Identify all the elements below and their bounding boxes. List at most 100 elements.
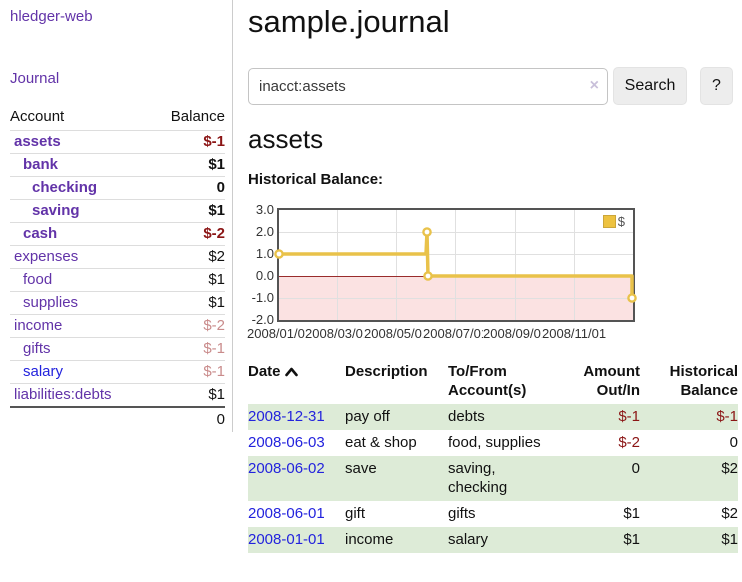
transaction-description: pay off xyxy=(345,408,390,425)
register-col-amt[interactable]: Amount Out/In xyxy=(583,363,640,399)
register-header: Date Description To/From Account(s) Amount … xyxy=(248,360,738,404)
sidebar-accounts-body: assets $-1 bank $1 checking 0 saving $1 cash $-2 e… xyxy=(10,130,225,407)
sidebar-account-link[interactable]: bank xyxy=(23,156,59,173)
transaction-balance: $1 xyxy=(721,531,738,548)
balance-series xyxy=(274,227,637,303)
register-table: Date Description To/From Account(s) Amount … xyxy=(248,360,738,553)
data-point-marker xyxy=(627,293,637,303)
sidebar-account-balance: $1 xyxy=(150,153,225,177)
account-heading: assets xyxy=(248,124,324,154)
legend-label: $ xyxy=(617,214,625,229)
x-axis-tick-label: 2008/09/01 xyxy=(483,326,549,341)
transaction-date-link[interactable]: 2008-12-31 xyxy=(248,408,325,425)
sidebar-account-row: salary $-1 xyxy=(10,360,225,384)
gridline-vertical xyxy=(396,210,398,320)
y-axis-tick-label: -1.0 xyxy=(251,290,274,305)
chart-legend: $ xyxy=(602,214,625,229)
legend-swatch-icon xyxy=(602,215,616,228)
accounts-col-balance: Balance xyxy=(170,108,225,125)
sidebar-account-balance: $-1 xyxy=(150,360,225,384)
gridline-horizontal xyxy=(279,232,633,233)
sidebar-account-link[interactable]: supplies xyxy=(23,294,79,311)
transaction-balance: $-1 xyxy=(716,408,738,425)
sidebar-account-link[interactable]: assets xyxy=(14,133,61,150)
sidebar-account-balance: 0 xyxy=(150,176,225,200)
y-axis-tick-label: -2.0 xyxy=(251,312,274,327)
sidebar-account-balance: $-1 xyxy=(150,130,225,154)
register-col-acct[interactable]: To/From Account(s) xyxy=(448,363,527,399)
register-row: 2008-12-31 pay off debts $-1 $-1 xyxy=(248,404,738,430)
page-title: sample.journal xyxy=(248,4,450,39)
transaction-date-link[interactable]: 2008-06-03 xyxy=(248,434,325,451)
sidebar-account-balance: $1 xyxy=(150,291,225,315)
data-point-marker xyxy=(422,227,432,237)
transaction-balance: $2 xyxy=(721,505,738,522)
transaction-accounts: saving, checking xyxy=(448,460,508,496)
y-axis-tick-label: 3.0 xyxy=(255,202,274,217)
main-content: sample.journal × Search ? assets Histori… xyxy=(247,0,742,582)
sidebar-account-row: food $1 xyxy=(10,268,225,292)
sidebar-account-balance: $1 xyxy=(150,383,225,407)
sidebar-account-link[interactable]: cash xyxy=(23,225,58,242)
sidebar-account-link[interactable]: expenses xyxy=(14,248,79,265)
x-axis-tick-label: 2008/03/01 xyxy=(305,326,371,341)
register-body: 2008-12-31 pay off debts $-1 $-1 2008-06-03 ea… xyxy=(248,404,738,553)
gridline-horizontal xyxy=(279,254,633,255)
gridline-vertical xyxy=(515,210,516,320)
sidebar-account-row: expenses $2 xyxy=(10,245,225,269)
x-axis-tick-label: 2008/07/01 xyxy=(423,326,489,341)
transaction-balance: $2 xyxy=(721,460,738,477)
sidebar: hledger-web Journal Account Balance asse… xyxy=(0,0,233,432)
accounts-table: Account Balance assets $-1 bank $1 checking 0… xyxy=(10,106,225,431)
transaction-amount: $1 xyxy=(623,505,640,522)
y-axis-tick-label: 0.0 xyxy=(255,268,274,283)
search-button[interactable]: Search xyxy=(613,67,687,105)
accounts-total-spacer xyxy=(10,406,151,431)
transaction-date-link[interactable]: 2008-06-01 xyxy=(248,505,325,522)
sidebar-account-link[interactable]: checking xyxy=(32,179,98,196)
transaction-description: gift xyxy=(345,505,366,522)
sidebar-account-row: checking 0 xyxy=(10,176,225,200)
transaction-date-link[interactable]: 2008-06-02 xyxy=(248,460,325,477)
transaction-accounts: gifts xyxy=(448,505,476,522)
x-axis-tick-label: 2008/11/01 xyxy=(542,326,607,341)
sidebar-account-balance: $1 xyxy=(150,268,225,292)
transaction-amount: $-2 xyxy=(618,434,640,451)
x-axis-tick-label: 2008/05/01 xyxy=(364,326,430,341)
gridline-vertical xyxy=(574,210,575,320)
sidebar-account-link[interactable]: liabilities:debts xyxy=(14,386,112,403)
gridline-vertical xyxy=(337,210,339,320)
accounts-total-row: 0 xyxy=(10,406,225,431)
clear-search-icon[interactable]: × xyxy=(589,77,599,94)
transaction-amount: $-1 xyxy=(618,408,640,425)
register-col-bal[interactable]: Historical Balance xyxy=(669,363,738,399)
sidebar-account-link[interactable]: gifts xyxy=(23,340,51,357)
sidebar-account-link[interactable]: income xyxy=(14,317,63,334)
transaction-amount: $1 xyxy=(623,531,640,548)
register-col-date[interactable]: Date xyxy=(248,360,345,404)
sidebar-account-balance: $1 xyxy=(150,199,225,223)
sort-asc-icon xyxy=(284,367,298,377)
sidebar-account-link[interactable]: saving xyxy=(32,202,80,219)
accounts-col-account: Account xyxy=(10,108,65,125)
sidebar-account-row: income $-2 xyxy=(10,314,225,338)
gridline-vertical xyxy=(455,210,457,320)
transaction-accounts: food, supplies xyxy=(448,434,541,451)
sidebar-item-journal[interactable]: Journal xyxy=(10,70,60,87)
sidebar-account-balance: $-2 xyxy=(150,314,225,338)
sidebar-account-row: bank $1 xyxy=(10,153,225,177)
chart-title: Historical Balance: xyxy=(248,171,384,188)
register-col-desc[interactable]: Description xyxy=(345,363,428,380)
sidebar-account-link[interactable]: salary xyxy=(23,363,64,380)
register-row: 2008-06-01 gift gifts $1 $2 xyxy=(248,501,738,527)
search-input[interactable] xyxy=(248,68,608,105)
data-point-marker xyxy=(423,271,433,281)
transaction-balance: 0 xyxy=(729,434,738,451)
transaction-date-link[interactable]: 2008-01-01 xyxy=(248,531,325,548)
sidebar-account-link[interactable]: food xyxy=(23,271,53,288)
app-title-link[interactable]: hledger-web xyxy=(10,8,93,25)
sidebar-account-row: liabilities:debts $1 xyxy=(10,383,225,407)
accounts-total-value: 0 xyxy=(150,406,225,431)
transaction-description: save xyxy=(345,460,377,477)
help-button[interactable]: ? xyxy=(700,67,733,105)
